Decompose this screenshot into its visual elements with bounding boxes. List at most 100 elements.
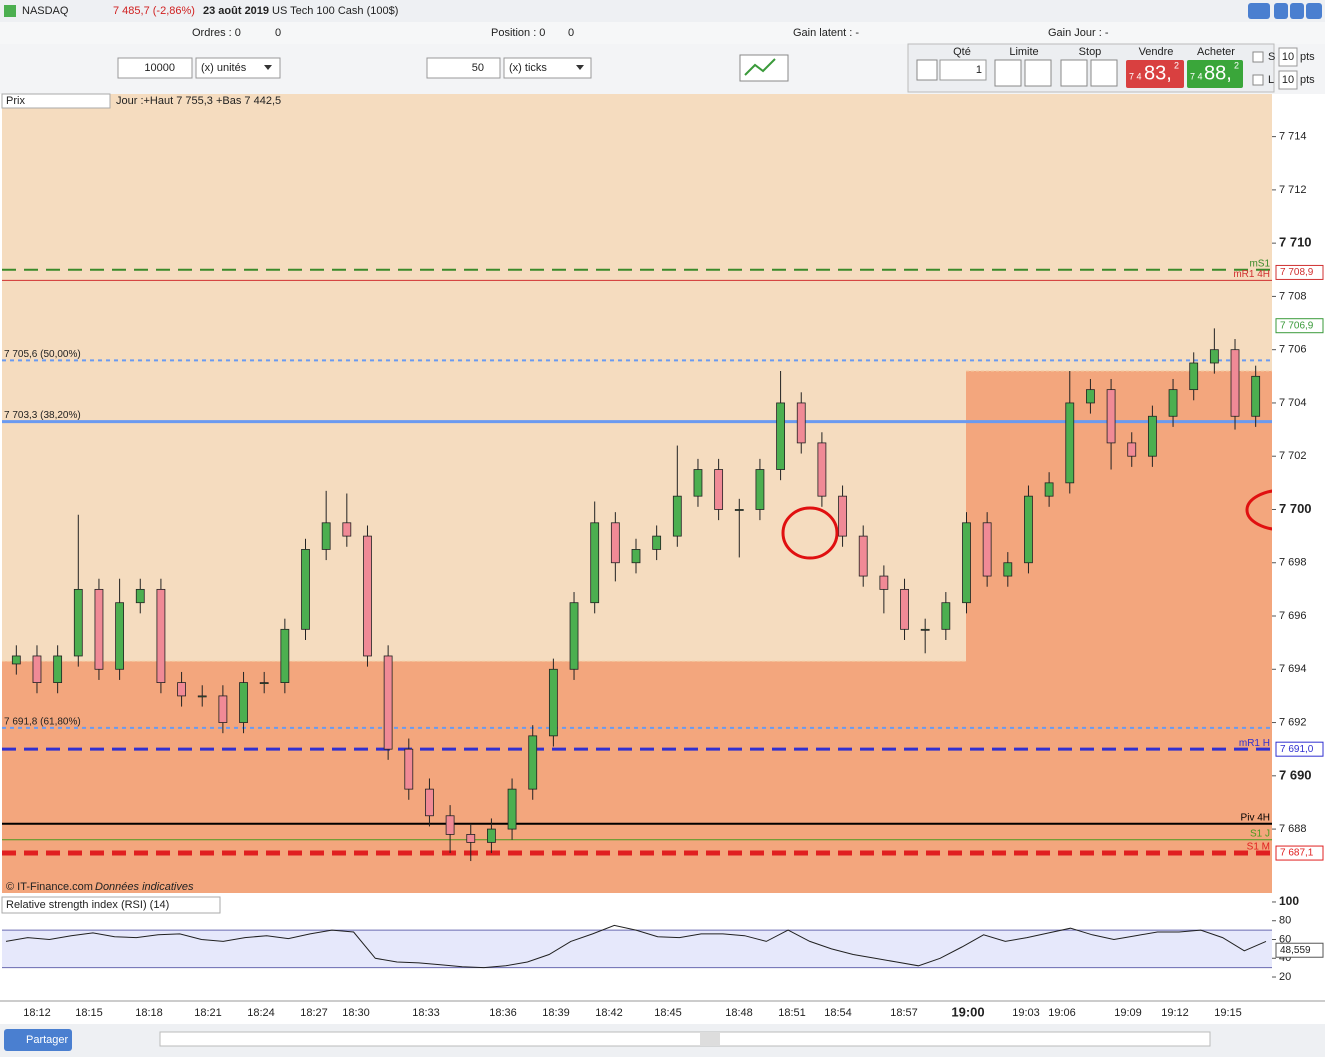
candle-body [920,628,930,631]
stop-buy[interactable] [1060,59,1088,87]
rsi-current-label: 48,559 [1280,945,1311,956]
quantity-unit-select[interactable] [195,57,281,79]
candle-body [321,522,331,550]
position-pending: 0 [568,27,574,39]
candle-body [177,682,186,697]
strategy-button[interactable] [739,54,789,82]
x-tick-label: 18:39 [542,1007,570,1019]
window-minimize[interactable] [1274,3,1288,19]
sell-button[interactable] [1126,60,1184,88]
candle-body [466,834,476,843]
position: Position : 0 [491,27,545,39]
candle-body [982,522,992,577]
candle-body [301,549,310,630]
s-checkbox[interactable] [1252,51,1264,63]
price-tag-label: 7 691,0 [1280,744,1314,755]
sell-label: Vendre [1139,46,1174,58]
app-icon[interactable] [4,5,16,17]
scrollbar[interactable] [159,1031,1211,1047]
day-range: Jour :+Haut 7 755,3 +Bas 7 442,5 [116,95,281,107]
copyright: © IT-Finance.com [6,881,93,893]
candle-body [796,402,806,444]
y-tick-label: 7 708 [1279,290,1307,302]
ticks-unit-select[interactable] [503,57,592,79]
price-tag [1275,741,1324,757]
y-tick-label: 7 712 [1279,184,1307,196]
ticks-input[interactable] [426,57,501,79]
l-input[interactable] [1278,70,1298,90]
window-close[interactable] [1306,3,1322,19]
level-label: S1 M [1247,842,1270,853]
buy-prefix: 7 4 [1190,71,1203,81]
window-maximize[interactable] [1290,3,1304,19]
candle-body [1044,482,1054,497]
title-bar [0,0,1325,22]
stop-sell[interactable] [1090,59,1118,87]
level-label: mS1 [1249,258,1270,269]
date: 23 août 2019 [203,5,269,17]
annotation-circle [781,506,839,560]
quantity-input[interactable] [117,57,193,79]
dropdown-arrow [264,65,272,70]
x-tick-label: 18:30 [342,1007,370,1019]
x-tick-label: 18:18 [135,1007,163,1019]
candle-body [197,695,207,698]
limit-buy[interactable] [994,59,1022,87]
panel-title[interactable]: Prix [6,95,25,107]
price-tag-label: 7 687,1 [1280,848,1314,859]
qty-input[interactable] [939,59,987,81]
candle-body [425,788,434,817]
disclaimer: Données indicatives [95,881,194,893]
x-tick-label: 18:21 [194,1007,222,1019]
price-tag [1275,318,1324,334]
window-menu[interactable] [1248,3,1270,19]
x-tick-label: 19:12 [1161,1007,1189,1019]
buy-button[interactable] [1187,60,1243,88]
x-tick-label: 19:00 [951,1004,984,1019]
candle-body [858,535,868,577]
candle-body [1065,402,1075,484]
candle-body [94,588,104,670]
candle-body [590,522,600,604]
share-button[interactable] [4,1029,72,1051]
limit-label: Limite [1009,46,1038,58]
x-tick-label: 18:33 [412,1007,440,1019]
x-tick-label: 18:57 [890,1007,918,1019]
y-tick-label: 80 [1279,915,1291,927]
symbol[interactable]: NASDAQ [22,5,69,17]
level-label: 7 703,3 (38,20%) [4,410,81,421]
candle-body [610,522,620,564]
x-tick-label: 18:15 [75,1007,103,1019]
y-tick-label: 7 714 [1279,131,1307,143]
sell-big: 83, [1144,62,1172,84]
buy-small: 2 [1234,60,1239,70]
l-label: L [1268,74,1274,86]
candle-body [714,469,724,510]
price-axis [1272,94,1325,893]
s-input[interactable] [1278,47,1298,67]
quantity-value: 10000 [144,62,175,74]
stop-label: Stop [1079,46,1102,58]
candle-body [156,588,166,683]
l-checkbox[interactable] [1252,74,1264,86]
instrument: US Tech 100 Cash (100$) [272,5,398,17]
buy-label: Acheter [1197,46,1235,58]
y-tick-label: 7 706 [1279,344,1307,356]
limit-sell[interactable] [1024,59,1052,87]
scroll-thumb[interactable] [700,1033,720,1045]
rsi-layer [2,924,1272,969]
candle-body [672,495,682,537]
level-label: 7 705,6 (50,00%) [4,349,81,360]
candle-body [280,628,290,683]
settings-button[interactable] [916,59,938,81]
x-tick-label: 18:54 [824,1007,852,1019]
y-tick-label: 7 702 [1279,450,1307,462]
l-unit: pts [1300,74,1315,86]
y-tick-label: 20 [1279,971,1291,983]
candle-body [218,695,228,723]
status-bar [0,22,1325,44]
x-tick-label: 18:36 [489,1007,517,1019]
s-unit: pts [1300,51,1315,63]
